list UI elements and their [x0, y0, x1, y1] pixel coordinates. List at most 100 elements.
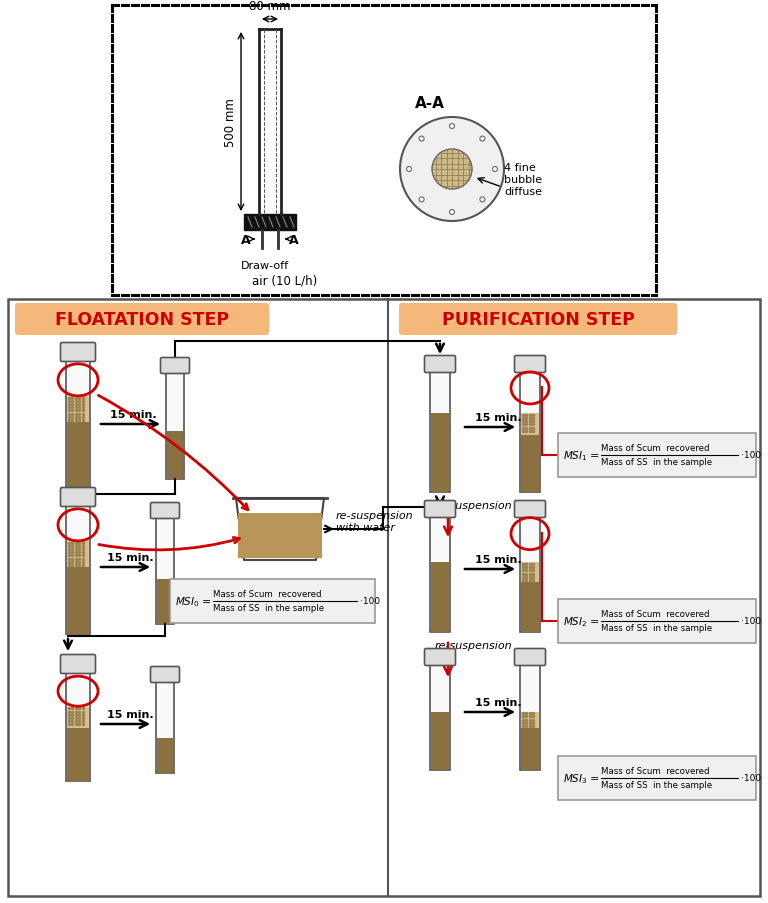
- Bar: [67, 707, 89, 781]
- FancyBboxPatch shape: [425, 501, 455, 518]
- FancyBboxPatch shape: [515, 501, 545, 518]
- Bar: [170, 580, 375, 623]
- Text: ·100: ·100: [741, 774, 761, 783]
- Circle shape: [480, 137, 485, 142]
- FancyBboxPatch shape: [61, 655, 95, 674]
- Bar: [431, 563, 449, 632]
- FancyBboxPatch shape: [61, 343, 95, 362]
- Text: 500 mm: 500 mm: [224, 98, 237, 147]
- Bar: [430, 516, 450, 632]
- Circle shape: [492, 167, 498, 172]
- Text: 80 mm: 80 mm: [250, 0, 291, 13]
- Bar: [67, 707, 89, 728]
- Bar: [520, 516, 540, 632]
- Bar: [8, 300, 760, 896]
- Text: =: =: [590, 451, 599, 461]
- Text: $MSI_3$: $MSI_3$: [563, 771, 588, 785]
- Text: FLOATATION STEP: FLOATATION STEP: [55, 311, 229, 329]
- Bar: [521, 414, 539, 492]
- Bar: [431, 414, 449, 492]
- Text: Mass of SS  in the sample: Mass of SS in the sample: [601, 458, 712, 467]
- Circle shape: [419, 137, 424, 142]
- Bar: [157, 580, 173, 624]
- Bar: [521, 563, 539, 632]
- FancyBboxPatch shape: [515, 356, 545, 373]
- Text: Mass of Scum  recovered: Mass of Scum recovered: [213, 590, 322, 599]
- Bar: [66, 671, 90, 781]
- Text: ·100: ·100: [360, 597, 380, 606]
- Bar: [67, 396, 89, 489]
- FancyBboxPatch shape: [151, 503, 180, 519]
- Circle shape: [480, 198, 485, 202]
- Text: re-suspension
with water: re-suspension with water: [336, 510, 414, 532]
- Text: ·100: ·100: [741, 617, 761, 626]
- Text: $MSI_1$: $MSI_1$: [563, 449, 588, 462]
- Text: 15 min.: 15 min.: [107, 709, 154, 719]
- Text: Draw-off: Draw-off: [241, 261, 289, 271]
- Text: A-A: A-A: [415, 96, 445, 111]
- Text: Mass of Scum  recovered: Mass of Scum recovered: [601, 444, 710, 453]
- Bar: [67, 542, 89, 567]
- Bar: [167, 432, 183, 479]
- Text: 15 min.: 15 min.: [110, 410, 157, 420]
- Bar: [67, 542, 89, 634]
- FancyBboxPatch shape: [151, 666, 180, 683]
- Text: Mass of SS  in the sample: Mass of SS in the sample: [601, 780, 712, 789]
- Circle shape: [449, 125, 455, 129]
- Bar: [521, 563, 539, 582]
- Text: =: =: [202, 596, 211, 606]
- Text: $MSI_0$: $MSI_0$: [175, 594, 200, 609]
- Text: $MSI_2$: $MSI_2$: [563, 614, 588, 628]
- Text: 15 min.: 15 min.: [475, 697, 521, 707]
- Bar: [67, 396, 89, 423]
- Text: 15 min.: 15 min.: [107, 553, 154, 563]
- Text: Mass of SS  in the sample: Mass of SS in the sample: [213, 604, 324, 613]
- Bar: [430, 370, 450, 492]
- Bar: [558, 600, 756, 643]
- Text: =: =: [590, 617, 599, 627]
- Text: 15 min.: 15 min.: [475, 413, 521, 423]
- Text: re-suspension: re-suspension: [435, 500, 512, 510]
- FancyBboxPatch shape: [425, 356, 455, 373]
- Circle shape: [419, 198, 424, 202]
- Bar: [521, 414, 539, 436]
- FancyBboxPatch shape: [425, 648, 455, 666]
- Text: ·100: ·100: [741, 451, 761, 460]
- Bar: [520, 664, 540, 770]
- Circle shape: [449, 210, 455, 215]
- Bar: [521, 712, 539, 728]
- Bar: [156, 680, 174, 773]
- FancyBboxPatch shape: [515, 648, 545, 666]
- FancyBboxPatch shape: [161, 358, 190, 374]
- Text: =: =: [590, 773, 599, 783]
- Circle shape: [432, 150, 472, 190]
- Text: air (10 L/h): air (10 L/h): [253, 275, 318, 288]
- Bar: [244, 215, 296, 231]
- Circle shape: [406, 167, 412, 172]
- Bar: [66, 505, 90, 634]
- Text: 4 fine
bubble
diffuse: 4 fine bubble diffuse: [504, 163, 542, 196]
- Text: 15 min.: 15 min.: [475, 554, 521, 564]
- FancyBboxPatch shape: [15, 303, 269, 336]
- Text: A: A: [241, 233, 251, 247]
- Bar: [156, 517, 174, 624]
- Bar: [166, 372, 184, 479]
- Bar: [431, 712, 449, 770]
- FancyBboxPatch shape: [61, 488, 95, 507]
- Bar: [558, 756, 756, 800]
- Bar: [520, 370, 540, 492]
- Bar: [238, 514, 322, 558]
- Circle shape: [400, 118, 504, 222]
- Text: Mass of Scum  recovered: Mass of Scum recovered: [601, 767, 710, 776]
- Bar: [521, 712, 539, 770]
- Text: Mass of SS  in the sample: Mass of SS in the sample: [601, 624, 712, 633]
- Bar: [66, 359, 90, 489]
- Text: re-suspension: re-suspension: [435, 640, 512, 650]
- Text: Mass of Scum  recovered: Mass of Scum recovered: [601, 610, 710, 619]
- Text: A: A: [290, 233, 299, 247]
- FancyBboxPatch shape: [399, 303, 677, 336]
- Bar: [157, 739, 173, 773]
- Text: PURIFICATION STEP: PURIFICATION STEP: [442, 311, 634, 329]
- Bar: [558, 433, 756, 478]
- Bar: [430, 664, 450, 770]
